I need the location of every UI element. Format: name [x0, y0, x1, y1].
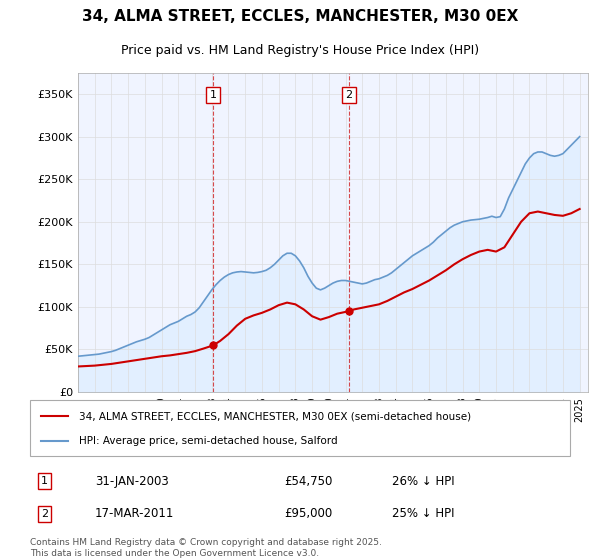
Text: 2: 2: [346, 90, 353, 100]
Text: 1: 1: [209, 90, 217, 100]
Text: 25% ↓ HPI: 25% ↓ HPI: [392, 507, 454, 520]
Text: HPI: Average price, semi-detached house, Salford: HPI: Average price, semi-detached house,…: [79, 436, 337, 446]
Text: 2: 2: [41, 509, 48, 519]
Text: £95,000: £95,000: [284, 507, 332, 520]
Text: 17-MAR-2011: 17-MAR-2011: [95, 507, 174, 520]
Text: Price paid vs. HM Land Registry's House Price Index (HPI): Price paid vs. HM Land Registry's House …: [121, 44, 479, 57]
Text: 34, ALMA STREET, ECCLES, MANCHESTER, M30 0EX (semi-detached house): 34, ALMA STREET, ECCLES, MANCHESTER, M30…: [79, 411, 471, 421]
FancyBboxPatch shape: [30, 400, 570, 456]
Text: 31-JAN-2003: 31-JAN-2003: [95, 474, 169, 488]
Text: 34, ALMA STREET, ECCLES, MANCHESTER, M30 0EX: 34, ALMA STREET, ECCLES, MANCHESTER, M30…: [82, 10, 518, 24]
Text: 26% ↓ HPI: 26% ↓ HPI: [392, 474, 454, 488]
Text: £54,750: £54,750: [284, 474, 332, 488]
Text: 1: 1: [41, 476, 48, 486]
Text: Contains HM Land Registry data © Crown copyright and database right 2025.
This d: Contains HM Land Registry data © Crown c…: [30, 539, 382, 558]
